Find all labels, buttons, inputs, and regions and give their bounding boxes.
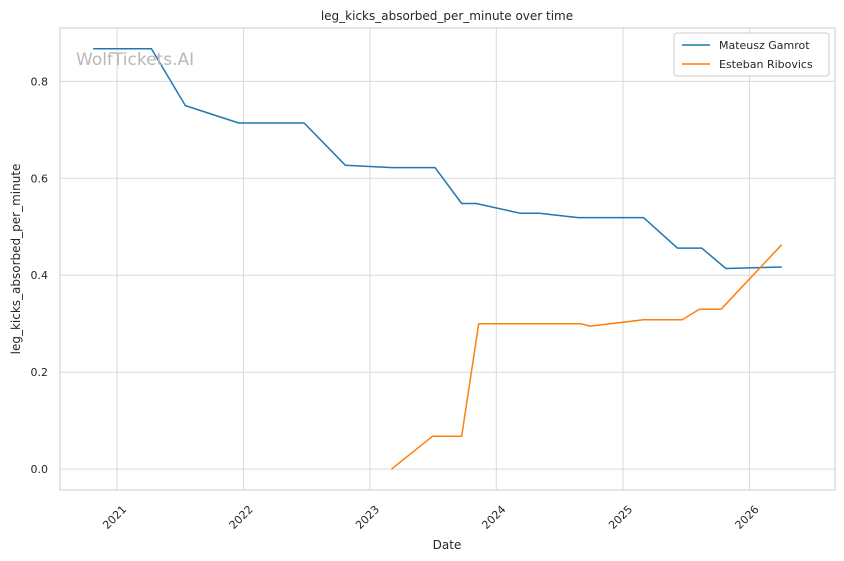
y-tick-label: 0.0 — [31, 463, 49, 476]
series-line-esteban-ribovics — [390, 244, 783, 470]
x-tick-label: 2025 — [606, 503, 635, 532]
x-tick-label: 2023 — [353, 503, 382, 532]
series-layer — [93, 48, 783, 470]
y-axis-label: leg_kicks_absorbed_per_minute — [9, 164, 23, 355]
legend-box — [673, 32, 830, 77]
x-tick-label: 2026 — [733, 503, 762, 532]
y-axis-ticks: 0.0 0.2 0.4 0.6 0.8 — [31, 75, 49, 476]
x-axis-label: Date — [433, 538, 462, 552]
legend-label-mateusz-gamrot: Mateusz Gamrot — [719, 39, 810, 52]
y-tick-label: 0.6 — [31, 172, 49, 185]
series-line-mateusz-gamrot — [93, 48, 782, 270]
y-tick-label: 0.8 — [31, 75, 49, 88]
legend-label-esteban-ribovics: Esteban Ribovics — [719, 58, 813, 71]
x-tick-label: 2024 — [479, 503, 508, 532]
chart-title: leg_kicks_absorbed_per_minute over time — [321, 9, 573, 23]
grid-lines — [60, 28, 835, 490]
watermark: WolfTickets.AI — [76, 50, 194, 70]
x-tick-label: 2022 — [227, 503, 256, 532]
y-tick-label: 0.4 — [31, 269, 49, 282]
plot-background — [59, 27, 836, 491]
x-tick-label: 2021 — [100, 503, 129, 532]
x-axis-ticks: 2021 2022 2023 2024 2025 2026 — [100, 503, 761, 532]
y-tick-label: 0.2 — [31, 366, 49, 379]
legend: Mateusz Gamrot Esteban Ribovics — [673, 32, 830, 77]
